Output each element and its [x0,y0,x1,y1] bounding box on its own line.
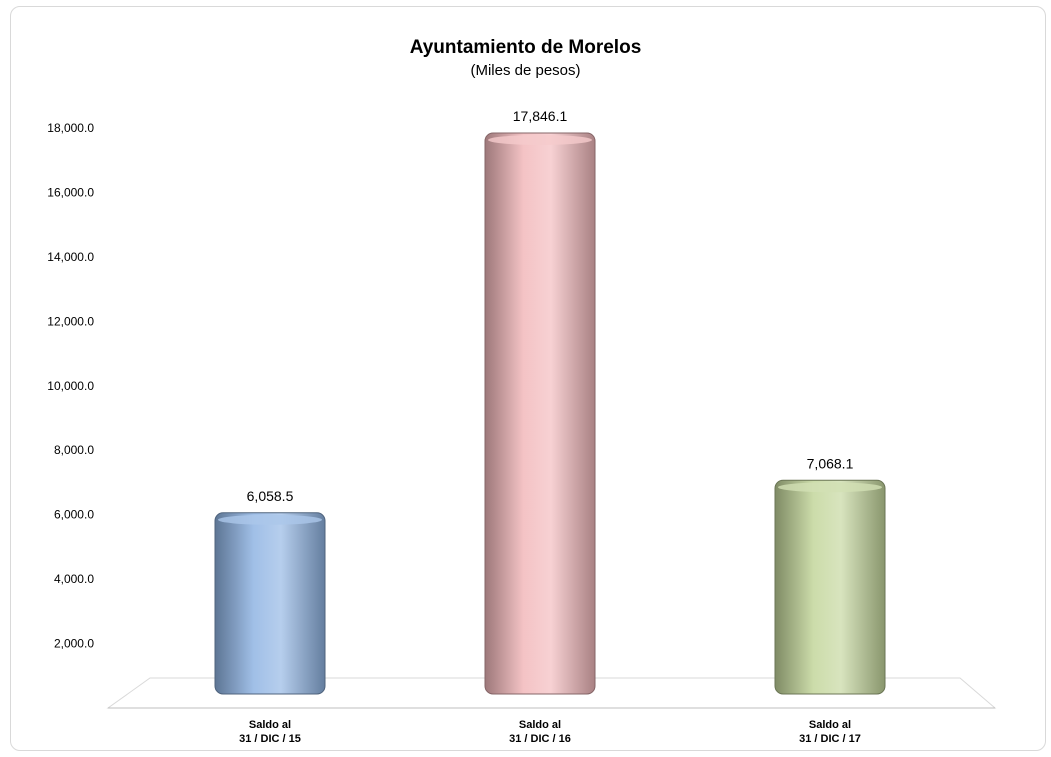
bars-group [214,132,886,695]
x-axis: Saldo al 31 / DIC / 15 Saldo al 31 / DIC / … [239,719,861,745]
y-tick-label: 10,000.0 [47,379,94,393]
data-label-2: 17,846.1 [513,108,568,124]
x-category-label-2: Saldo al [519,719,561,731]
bar-3 [774,479,886,695]
y-tick-label: 16,000.0 [47,185,94,199]
bar-cap-3 [778,482,882,493]
y-tick-label: 6,000.0 [54,508,94,522]
x-category-label-1: Saldo al [249,719,291,731]
y-tick-label: 8,000.0 [54,443,94,457]
data-label-1: 6,058.5 [247,488,294,504]
bar-cap-1 [218,514,322,525]
x-category-label-3: 31 / DIC / 17 [799,733,861,745]
y-axis: 2,000.0 4,000.0 6,000.0 8,000.0 10,000.0 12,0… [47,121,94,651]
y-tick-label: 4,000.0 [54,572,94,586]
bar-1 [214,512,326,695]
y-tick-label: 12,000.0 [47,314,94,328]
x-category-label-3: Saldo al [809,719,851,731]
chart-title: Ayuntamiento de Morelos [409,37,642,58]
bar-cap-2 [488,134,592,145]
chart-subtitle: (Miles de pesos) [470,62,581,79]
data-label-3: 7,068.1 [807,455,854,471]
y-tick-label: 2,000.0 [54,637,94,651]
y-tick-label: 18,000.0 [47,121,94,135]
bar-2 [484,132,596,695]
x-category-label-2: 31 / DIC / 16 [509,733,571,745]
y-tick-label: 14,000.0 [47,250,94,264]
x-category-label-1: 31 / DIC / 15 [239,733,301,745]
data-labels-group: 6,058.5 17,846.1 7,068.1 [247,108,854,504]
